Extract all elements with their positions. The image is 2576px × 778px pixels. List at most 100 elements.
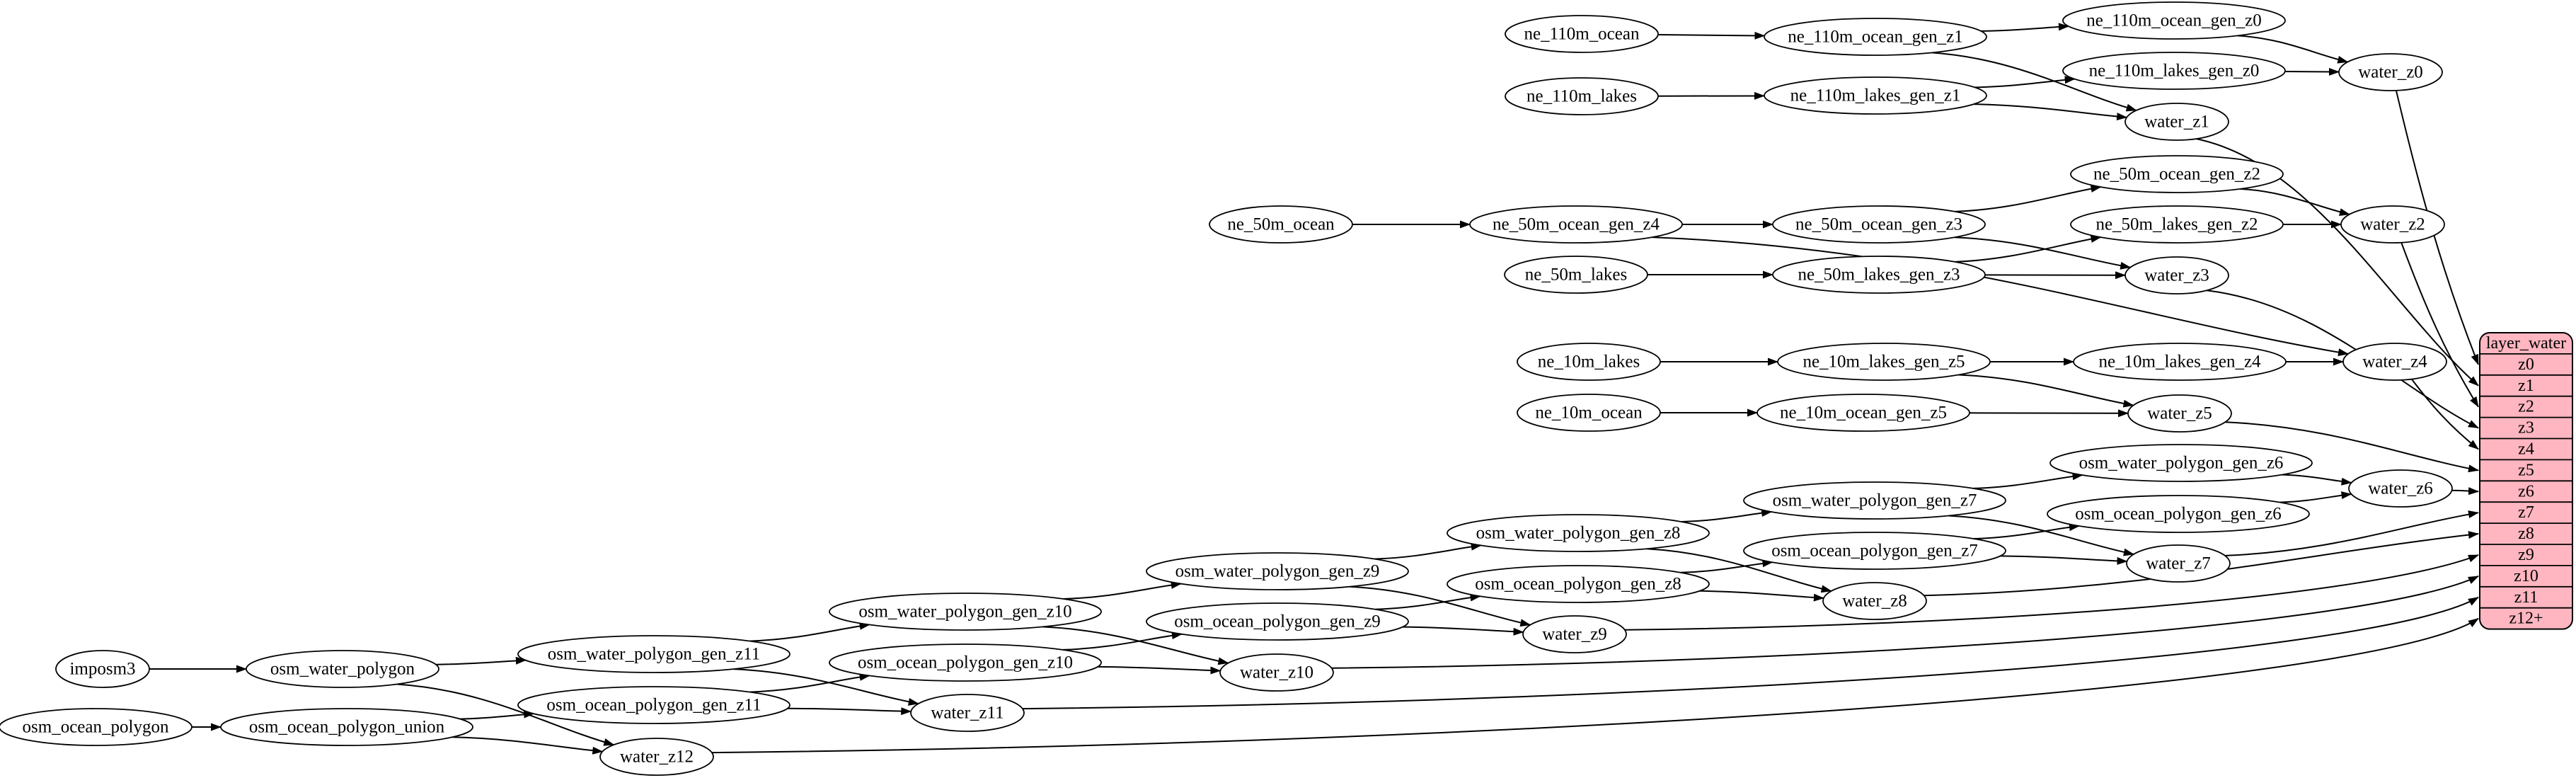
water_z4-ellipse: [2342, 343, 2447, 381]
ne_110m_ocean-ellipse: [1505, 15, 1659, 53]
node-water_z0: water_z0: [2338, 53, 2443, 91]
edge-osm_ocean_polygon_gen_z11-to-water_z11: [787, 707, 912, 716]
edge-osm_ocean_polygon_gen_z7-to-osm_ocean_polygon_gen_z6: [1974, 523, 2080, 539]
water_z2-ellipse: [2340, 205, 2445, 244]
edge-osm_water_polygon-to-water_z12: [396, 683, 615, 746]
node-osm_ocean_polygon_gen_z9: osm_ocean_polygon_gen_z9: [1146, 602, 1409, 641]
ne_50m_ocean_gen_z3-ellipse: [1772, 205, 1986, 244]
ne_10m_ocean-ellipse: [1517, 394, 1661, 432]
table-row-z8: z8: [2518, 525, 2534, 543]
node-ne_50m_ocean_gen_z4: ne_50m_ocean_gen_z4: [1469, 205, 1683, 244]
osm_water_polygon_gen_z9-ellipse: [1146, 552, 1409, 590]
node-osm_water_polygon_gen_z6: osm_water_polygon_gen_z6: [2049, 444, 2313, 482]
table-layer: layer_water z0 z1 z2 z3 z4 z5 z6 z7 z8 z9 z10 z11 z12…: [2479, 332, 2573, 630]
table-row-z1: z1: [2518, 377, 2534, 395]
edge-ne_50m_ocean_gen_z3-to-ne_50m_ocean_gen_z2: [1955, 185, 2102, 212]
osm_water_polygon-label: osm_water_polygon: [270, 660, 415, 679]
node-water_z10: water_z10: [1219, 653, 1334, 692]
ne_50m_lakes-label: ne_50m_lakes: [1525, 265, 1627, 285]
ne_50m_lakes_gen_z2-label: ne_50m_lakes_gen_z2: [2095, 215, 2258, 234]
node-water_z5: water_z5: [2127, 394, 2232, 433]
water_z12-ellipse: [599, 738, 714, 776]
osm_ocean_polygon_union-label: osm_ocean_polygon_union: [249, 718, 445, 737]
ne_50m_lakes_gen_z2-ellipse: [2070, 205, 2284, 244]
ne_50m_lakes-ellipse: [1504, 256, 1648, 294]
water_z6-ellipse: [2348, 469, 2453, 508]
node-ne_10m_lakes_gen_z5: ne_10m_lakes_gen_z5: [1777, 343, 1991, 381]
node-osm_water_polygon_gen_z7: osm_water_polygon_gen_z7: [1743, 481, 2006, 520]
node-ne_50m_ocean: ne_50m_ocean: [1209, 205, 1353, 244]
edge-water_z11-to-layer-water-z11: [1022, 596, 2479, 710]
osm_water_polygon_gen_z9-label: osm_water_polygon_gen_z9: [1175, 562, 1380, 581]
ne_10m_lakes-label: ne_10m_lakes: [1538, 353, 1640, 372]
ne_110m_ocean-label: ne_110m_ocean: [1524, 25, 1640, 44]
edge-osm_ocean_polygon_gen_z8-to-osm_ocean_polygon_gen_z7: [1680, 559, 1773, 573]
ne_110m_ocean_gen_z1-label: ne_110m_ocean_gen_z1: [1788, 28, 1963, 47]
node-water_z12: water_z12: [599, 738, 714, 776]
node-osm_ocean_polygon_gen_z6: osm_ocean_polygon_gen_z6: [2047, 495, 2310, 533]
table-row-z12+: z12+: [2509, 610, 2543, 628]
edge-water_z12-to-layer-water-z12+: [711, 617, 2479, 754]
node-ne_50m_ocean_gen_z3: ne_50m_ocean_gen_z3: [1772, 205, 1986, 244]
node-ne_50m_ocean_gen_z2: ne_50m_ocean_gen_z2: [2070, 155, 2284, 193]
osm_water_polygon-ellipse: [246, 650, 439, 688]
node-osm_ocean_polygon_gen_z11: osm_ocean_polygon_gen_z11: [517, 686, 790, 724]
osm_water_polygon_gen_z6-ellipse: [2049, 444, 2313, 482]
ne_50m_ocean_gen_z2-ellipse: [2070, 155, 2284, 193]
ne_110m_lakes-ellipse: [1505, 77, 1659, 115]
table-row-z10: z10: [2514, 567, 2538, 585]
table-row-z7: z7: [2518, 503, 2534, 522]
ne_10m_lakes_gen_z4-label: ne_10m_lakes_gen_z4: [2098, 353, 2261, 372]
edge-osm_water_polygon_gen_z11-to-osm_water_polygon_gen_z10: [749, 622, 870, 642]
edge-ne_50m_ocean_gen_z3-to-water_z3: [1954, 236, 2132, 270]
ne_110m_ocean_gen_z0-label: ne_110m_ocean_gen_z0: [2086, 11, 2262, 30]
node-osm_water_polygon_gen_z10: osm_water_polygon_gen_z10: [829, 593, 1102, 631]
water_z5-ellipse: [2127, 394, 2232, 433]
edge-water_z4-to-layer-water-z4: [2411, 378, 2479, 450]
water_z10-label: water_z10: [1240, 663, 1313, 682]
node-ne_110m_lakes: ne_110m_lakes: [1505, 77, 1659, 115]
osm_ocean_polygon_gen_z6-ellipse: [2047, 495, 2310, 533]
node-water_z11: water_z11: [910, 694, 1025, 732]
osm_ocean_polygon_union-ellipse: [220, 708, 473, 746]
ne_50m_ocean-label: ne_50m_ocean: [1227, 215, 1335, 234]
edge-osm_water_polygon-to-osm_water_polygon_gen_z11: [435, 656, 527, 665]
water_z8-label: water_z8: [1842, 592, 1907, 611]
osm_ocean_polygon_gen_z7-label: osm_ocean_polygon_gen_z7: [1771, 542, 1978, 561]
node-osm_ocean_polygon_union: osm_ocean_polygon_union: [220, 708, 473, 746]
water_z7-ellipse: [2126, 544, 2231, 583]
ne_110m_ocean_gen_z0-ellipse: [2062, 1, 2286, 40]
edge-water_z1-to-layer-water-z1: [2196, 138, 2479, 387]
edge-osm_ocean_polygon_union-to-water_z12: [452, 736, 604, 755]
ne_50m_ocean_gen_z3-label: ne_50m_ocean_gen_z3: [1795, 215, 1962, 234]
node-osm_ocean_polygon: osm_ocean_polygon: [0, 708, 192, 746]
osm_ocean_polygon_gen_z7-ellipse: [1743, 532, 2006, 570]
edge-water_z7-to-layer-water-z7: [2224, 510, 2479, 556]
ne_110m_lakes_gen_z0-label: ne_110m_lakes_gen_z0: [2089, 62, 2260, 81]
water_z11-ellipse: [910, 694, 1025, 732]
osm_water_polygon_gen_z11-ellipse: [517, 635, 790, 673]
nodes-layer: ne_110m_ocean ne_110m_ocean_gen_z1 ne_110m…: [0, 1, 2453, 776]
table-row-z2: z2: [2518, 398, 2534, 416]
osm_water_polygon_gen_z10-ellipse: [829, 593, 1102, 631]
edge-ne_110m_lakes_gen_z1-to-water_z1: [1973, 103, 2128, 121]
edge-ne_110m_ocean_gen_z0-to-water_z0: [2237, 35, 2349, 64]
edge-osm_water_polygon_gen_z6-to-water_z6: [2282, 474, 2352, 486]
node-water_z3: water_z3: [2124, 256, 2229, 294]
osm_ocean_polygon_gen_z6-label: osm_ocean_polygon_gen_z6: [2075, 505, 2282, 524]
table-row-z3: z3: [2518, 419, 2534, 437]
table-row-z11: z11: [2514, 588, 2538, 607]
water_z6-label: water_z6: [2368, 479, 2433, 498]
node-water_z4: water_z4: [2342, 343, 2447, 381]
ne_10m_ocean_gen_z5-ellipse: [1756, 394, 1970, 432]
table-row-z0: z0: [2518, 355, 2534, 374]
edge-water_z10-to-layer-water-z10: [1331, 575, 2479, 669]
edge-osm_water_polygon_gen_z10-to-osm_water_polygon_gen_z9: [1063, 580, 1182, 600]
node-ne_10m_lakes: ne_10m_lakes: [1517, 343, 1661, 381]
water_z9-ellipse: [1522, 615, 1627, 653]
edge-water_z3-to-layer-water-z3: [2207, 290, 2479, 429]
osm_ocean_polygon_gen_z9-ellipse: [1146, 602, 1409, 641]
osm_ocean_polygon_gen_z8-ellipse: [1447, 565, 1710, 603]
node-water_z6: water_z6: [2348, 469, 2453, 508]
ne_10m_ocean-label: ne_10m_ocean: [1535, 404, 1643, 423]
